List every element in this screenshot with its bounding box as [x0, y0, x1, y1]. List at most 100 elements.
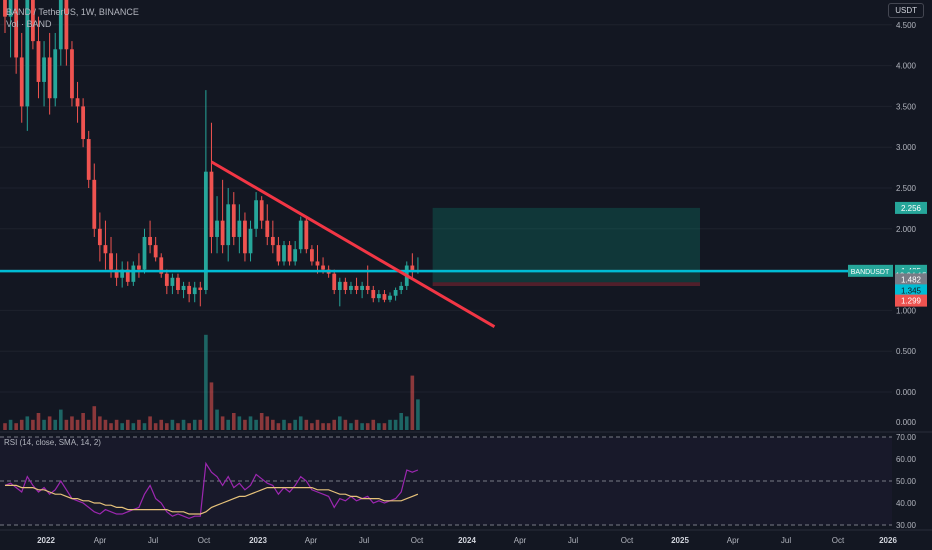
volume-bar [3, 423, 7, 430]
price-tick: 4.500 [896, 21, 917, 30]
candle-body [321, 265, 325, 270]
volume-bar [416, 399, 420, 430]
volume-bar [109, 423, 113, 430]
candle-body [53, 49, 58, 99]
volume-bar [393, 419, 398, 430]
candle-body [276, 245, 281, 262]
candle-body [243, 220, 247, 254]
long-position-tool[interactable] [432, 207, 700, 287]
time-tick: Apr [305, 536, 318, 545]
candle-body [137, 265, 141, 270]
candle-body [360, 285, 365, 290]
volume-bar [265, 416, 270, 430]
volume-bar [243, 419, 247, 430]
volume-bar [382, 423, 387, 430]
volume-bars [3, 334, 420, 430]
candle-body [64, 0, 69, 50]
candle-body [332, 273, 337, 290]
volume-bar [220, 416, 225, 430]
candle-body [181, 285, 186, 290]
candle-body [109, 253, 113, 270]
volume-tick: 0.000 [896, 418, 917, 427]
candle-body [365, 285, 370, 290]
volume-bar [42, 419, 46, 430]
candle-body [220, 220, 225, 246]
price-tick: 3.500 [896, 102, 917, 111]
candle-body [354, 285, 359, 290]
volume-bar [276, 423, 281, 430]
drawings[interactable] [0, 160, 892, 329]
volume-bar [120, 423, 124, 430]
price-label-entry [895, 284, 927, 297]
volume-bar [399, 413, 403, 430]
candle-body [315, 261, 320, 266]
time-tick: Oct [832, 536, 845, 545]
volume-bar [98, 416, 102, 430]
candle-body [226, 204, 231, 246]
volume-bar [137, 419, 141, 430]
volume-bar [86, 419, 91, 430]
price-label-entry-text: 1.345 [901, 286, 922, 295]
candle-body [349, 285, 353, 290]
volume-bar [103, 419, 108, 430]
price-label-target-text: 2.256 [901, 204, 922, 213]
candle-body [259, 200, 264, 221]
currency-button[interactable]: USDT [888, 3, 924, 18]
volume-bar [259, 413, 264, 430]
volume-bar [360, 423, 364, 430]
volume-bar [271, 419, 275, 430]
volume-bar [332, 419, 337, 430]
candle-body [198, 287, 203, 290]
candle-body [393, 290, 398, 296]
candle-body [42, 57, 46, 82]
price-tick: 2.000 [896, 225, 917, 234]
time-tick: Jul [359, 536, 369, 545]
rsi-pane [0, 436, 892, 526]
rsi-tick: 60.00 [896, 455, 917, 464]
candle-body [254, 200, 258, 229]
volume-bar [287, 423, 292, 430]
candle-body [192, 287, 197, 295]
volume-bar [19, 419, 24, 430]
candle-body [153, 245, 158, 258]
candle-body [8, 0, 13, 17]
volume-bar [59, 409, 63, 430]
candle-body [310, 249, 314, 262]
volume-bar [75, 419, 80, 430]
volume-bar [304, 419, 309, 430]
price-label-stop-text: 1.299 [901, 297, 922, 306]
volume-bar [209, 382, 214, 430]
volume-bar [25, 416, 30, 430]
price-label-target [895, 201, 927, 214]
volume-bar [159, 419, 164, 430]
volume-bar [70, 416, 74, 430]
rsi-tick: 70.00 [896, 433, 917, 442]
rsi-tick: 50.00 [896, 477, 917, 486]
price-label-stop [895, 294, 927, 307]
candle-body [388, 295, 392, 300]
candle-body [265, 220, 270, 237]
candle-body [103, 245, 108, 254]
volume-bar [315, 419, 320, 430]
volume-bar [254, 419, 258, 430]
price-tick: 3.000 [896, 143, 917, 152]
time-tick: 2023 [249, 536, 267, 545]
volume-bar [349, 423, 353, 430]
volume-bar [198, 419, 203, 430]
candle-body [270, 236, 275, 246]
volume-bar [215, 409, 219, 430]
price-tick: 0.500 [896, 347, 917, 356]
time-tick: Jul [781, 536, 791, 545]
volume-bar [404, 416, 409, 430]
time-tick: Jul [148, 536, 158, 545]
candle-body [142, 236, 147, 270]
symbol-title[interactable]: BAND / TetherUS, 1W, BINANCE [6, 7, 139, 17]
candle-body [248, 228, 253, 254]
volume-bar [114, 419, 119, 430]
candle-body [86, 139, 91, 180]
volume-bar [176, 423, 180, 430]
volume-bar [170, 419, 175, 430]
volume-bar [14, 423, 18, 430]
volume-bar [81, 413, 85, 430]
